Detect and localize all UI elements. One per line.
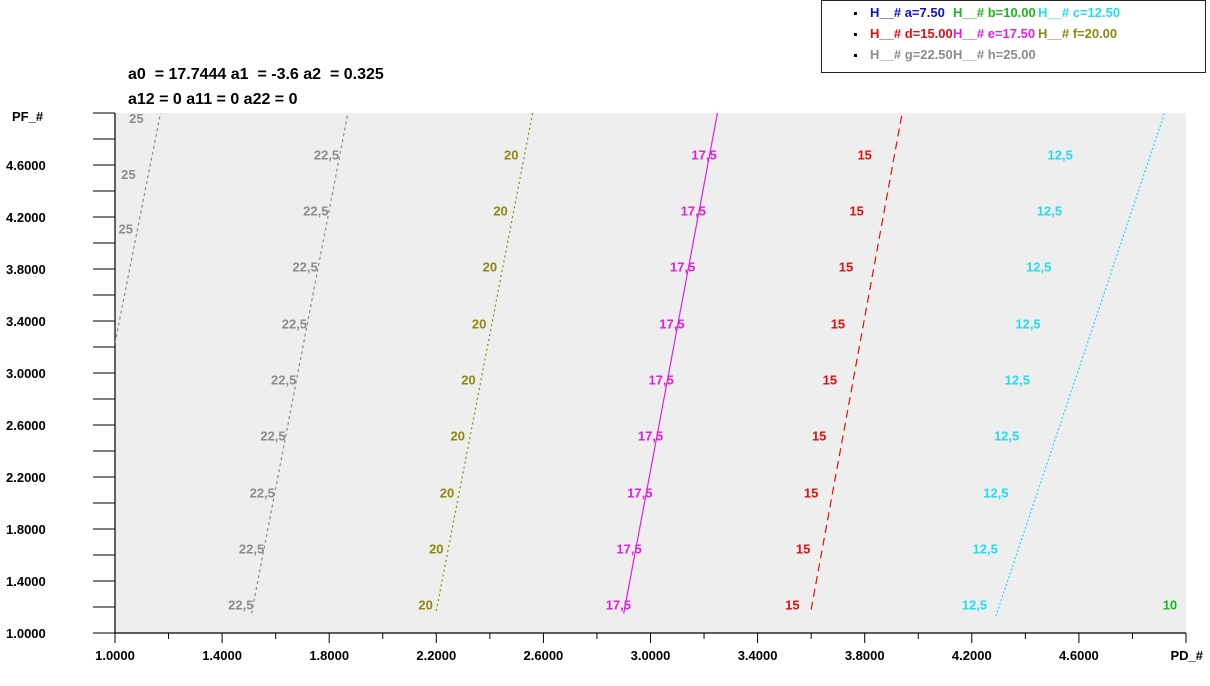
y-tick-label: 2.6000 <box>6 418 46 433</box>
contour-label: 17,5 <box>649 373 674 388</box>
equation-line-1: a0 = 17.7444 a1 = -3.6 a2 = 0.325 <box>128 66 384 83</box>
contour-label: 15 <box>812 428 826 443</box>
legend-item: H__# b=10.00 <box>953 5 1036 20</box>
contour-label: 15 <box>849 204 863 219</box>
contour-label: 15 <box>831 317 845 332</box>
contour-label: 15 <box>857 148 871 163</box>
contour-label: 17,5 <box>627 486 652 501</box>
legend-item: H__# h=25.00 <box>953 47 1036 62</box>
legend-bullet <box>854 12 857 15</box>
x-tick-label: 1.0000 <box>95 648 135 663</box>
contour-label: 17,5 <box>638 428 663 443</box>
x-tick-label: 1.4000 <box>202 648 242 663</box>
contour-label: 20 <box>440 486 454 501</box>
x-axis-label: PD_# <box>1170 648 1203 663</box>
contour-label: 20 <box>483 259 497 274</box>
x-tick-label: 4.6000 <box>1059 648 1099 663</box>
contour-line-17-5 <box>623 113 719 614</box>
contour-line-12-5 <box>995 113 1166 617</box>
contour-label: 20 <box>472 317 486 332</box>
equation-line-2: a12 = 0 a11 = 0 a22 = 0 <box>128 91 298 108</box>
legend-item: H__# c=12.50 <box>1038 5 1121 20</box>
y-tick-label: 4.6000 <box>6 158 46 173</box>
contour-label: 15 <box>839 259 853 274</box>
plot-area <box>115 113 1186 633</box>
legend-item: H__# e=17.50 <box>953 26 1036 41</box>
contour-label: 22,5 <box>260 428 285 443</box>
legend-item: H__# f=20.00 <box>1038 26 1118 41</box>
contour-label: 12,5 <box>994 428 1019 443</box>
contour-label: 15 <box>804 486 818 501</box>
contour-label: 22,5 <box>239 542 264 557</box>
contour-label: 22,5 <box>250 486 275 501</box>
y-tick-label: 1.0000 <box>6 626 46 641</box>
contour-label: 25 <box>121 167 135 182</box>
x-tick-label: 3.0000 <box>631 648 671 663</box>
contour-label: 20 <box>493 204 507 219</box>
contour-label: 12,5 <box>962 597 987 612</box>
x-tick-label: 1.8000 <box>309 648 349 663</box>
y-tick-label: 1.4000 <box>6 574 46 589</box>
contour-label: 15 <box>785 597 799 612</box>
chart-legend: H__# a=7.50 H__# b=10.00 H__# c=12.50 H__# … <box>821 0 1206 73</box>
y-tick-label: 4.2000 <box>6 210 46 225</box>
contour-label: 17,5 <box>659 317 684 332</box>
x-tick-label: 2.2000 <box>416 648 456 663</box>
contour-label: 20 <box>461 373 475 388</box>
legend-item: H__# d=15.00 <box>870 26 953 41</box>
y-tick-label: 1.8000 <box>6 522 46 537</box>
contour-label: 22,5 <box>282 317 307 332</box>
y-tick-label: 3.8000 <box>6 262 46 277</box>
contour-line-15 <box>810 113 903 610</box>
contour-label: 17,5 <box>691 148 716 163</box>
contour-label: 17,5 <box>670 259 695 274</box>
contour-label: 22,5 <box>292 259 317 274</box>
contour-label: 17,5 <box>606 597 631 612</box>
contour-label: 15 <box>823 373 837 388</box>
contour-label: 12,5 <box>1048 148 1073 163</box>
contour-label: 25 <box>129 111 143 126</box>
y-tick-label: 3.4000 <box>6 314 46 329</box>
legend-item: H__# a=7.50 <box>870 5 945 20</box>
contour-label: 17,5 <box>616 542 641 557</box>
contour-label: 20 <box>418 597 432 612</box>
contour-label: 12,5 <box>973 542 998 557</box>
contour-label: 22,5 <box>228 597 253 612</box>
contour-label: 22,5 <box>314 148 339 163</box>
y-tick-label: 3.0000 <box>6 366 46 381</box>
legend-item: H__# g=22.50 <box>870 47 953 62</box>
contour-label: 20 <box>450 428 464 443</box>
contour-label: 12,5 <box>1026 259 1051 274</box>
x-tick-label: 3.4000 <box>738 648 778 663</box>
contour-label: 12,5 <box>983 486 1008 501</box>
contour-label: 17,5 <box>681 204 706 219</box>
legend-bullet <box>854 54 857 57</box>
contour-label: 22,5 <box>303 204 328 219</box>
x-tick-label: 4.2000 <box>952 648 992 663</box>
contour-label: 20 <box>504 148 518 163</box>
contour-label: 10 <box>1163 597 1177 612</box>
y-axis-label: PF_# <box>12 109 44 124</box>
x-tick-label: 2.6000 <box>524 648 564 663</box>
contour-label: 15 <box>796 542 810 557</box>
contour-label: 22,5 <box>271 373 296 388</box>
contour-label: 12,5 <box>1005 373 1030 388</box>
legend-bullet <box>854 33 857 36</box>
y-tick-label: 2.2000 <box>6 470 46 485</box>
contour-label: 25 <box>118 222 132 237</box>
contour-label: 12,5 <box>1037 204 1062 219</box>
contour-label: 20 <box>429 542 443 557</box>
contour-line-22-5 <box>250 113 349 614</box>
x-tick-label: 3.8000 <box>845 648 885 663</box>
contour-label: 12,5 <box>1015 317 1040 332</box>
